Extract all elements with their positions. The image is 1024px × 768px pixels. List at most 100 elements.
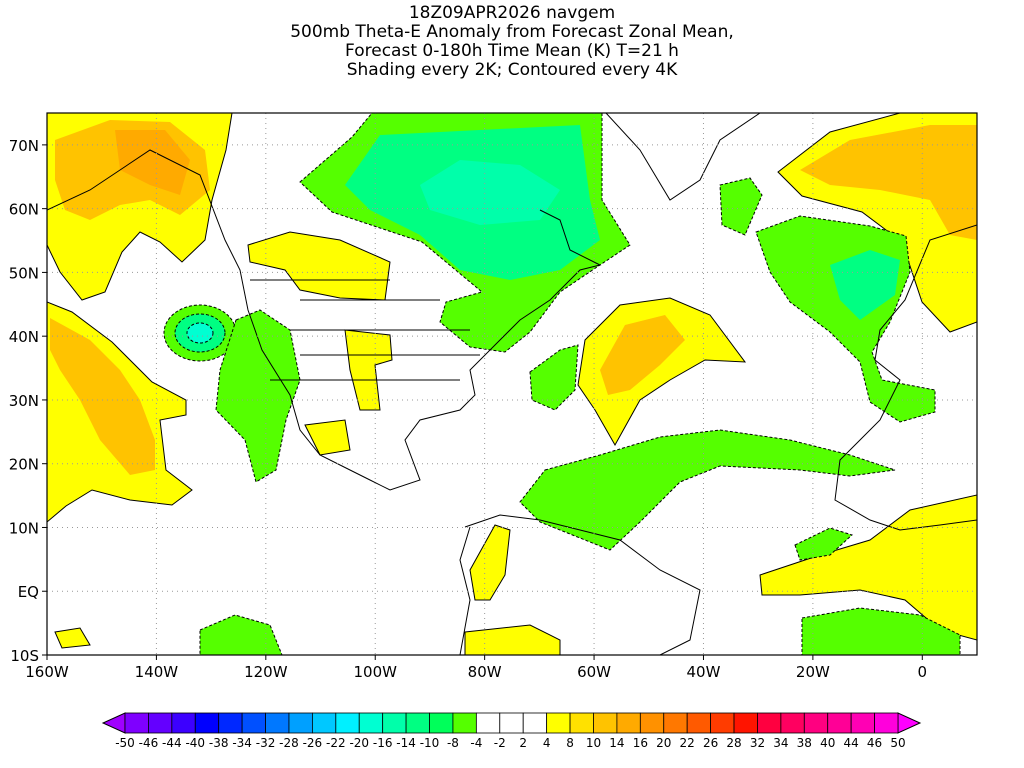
- colorbar-box: [124, 712, 149, 734]
- colorbar-box: [288, 712, 313, 734]
- colorbar-label: -28: [279, 736, 299, 750]
- colorbar-label: -46: [139, 736, 159, 750]
- colorbar-label: 10: [586, 736, 601, 750]
- colorbar-label: -4: [470, 736, 482, 750]
- colorbar-label: -22: [326, 736, 346, 750]
- colorbar-box: [265, 712, 290, 734]
- anomaly-negative-region: [794, 527, 853, 561]
- anomaly-positive-region: [304, 419, 351, 456]
- colorbar-box: [522, 712, 548, 734]
- colorbar-box: [639, 712, 665, 734]
- colorbar-label: -2: [494, 736, 506, 750]
- colorbar-box: [733, 712, 758, 734]
- colorbar-label: -16: [373, 736, 393, 750]
- anomaly-positive-region: [115, 130, 190, 195]
- lon-tick-label: 160W: [25, 663, 69, 681]
- colorbar-label: 14: [609, 736, 624, 750]
- colorbar-label: 34: [773, 736, 788, 750]
- colorbar-label: 38: [797, 736, 812, 750]
- colorbar-label: -44: [162, 736, 182, 750]
- colorbar-label: -32: [256, 736, 276, 750]
- colorbar-box: [475, 712, 501, 734]
- coastlines: [47, 113, 977, 655]
- lat-tick-label: 70N: [9, 137, 39, 155]
- colorbar-label: 50: [890, 736, 905, 750]
- anomaly-negative-region: [420, 160, 560, 225]
- lat-tick-label: 20N: [9, 456, 39, 474]
- colorbar-box: [757, 712, 782, 734]
- colorbar-label: -26: [303, 736, 323, 750]
- colorbar-label: 26: [703, 736, 718, 750]
- colorbar-box: [405, 712, 430, 734]
- colorbar-label: -40: [185, 736, 205, 750]
- colorbar-label: 2: [519, 736, 527, 750]
- colorbar-label: 32: [750, 736, 765, 750]
- lat-tick-label: 10S: [10, 647, 39, 665]
- colorbar-label: -50: [115, 736, 135, 750]
- title-line-3: Forecast 0-180h Time Mean (K) T=21 h: [345, 41, 679, 61]
- anomaly-positive-region: [464, 624, 561, 655]
- anomaly-negative-region: [529, 344, 579, 411]
- anomaly-positive-region: [54, 627, 91, 649]
- lon-tick-label: 60W: [577, 663, 611, 681]
- lat-tick-label: 10N: [9, 519, 39, 537]
- anomaly-positive-region: [800, 125, 977, 240]
- colorbar-box: [335, 712, 360, 734]
- colorbar-box: [686, 712, 712, 734]
- lat-tick-label: 40N: [9, 328, 39, 346]
- colorbar-label: 22: [680, 736, 695, 750]
- anomaly-negative-region: [199, 614, 283, 655]
- anomaly-negative-region: [519, 429, 896, 551]
- title-line-2: 500mb Theta-E Anomaly from Forecast Zona…: [290, 22, 734, 42]
- lon-tick-label: 0: [918, 663, 928, 681]
- colorbar-low-triangle: [101, 712, 126, 734]
- colorbar-label: -8: [447, 736, 459, 750]
- colorbar-box: [171, 712, 196, 734]
- colorbar-label: 4: [543, 736, 551, 750]
- colorbar-label: 8: [566, 736, 574, 750]
- anomaly-negative-region: [830, 250, 900, 320]
- colorbar-label: 46: [867, 736, 882, 750]
- colorbar-box: [874, 712, 899, 734]
- anomaly-negative-region: [801, 607, 961, 655]
- colorbar-box: [148, 712, 173, 734]
- colorbar-label: -34: [232, 736, 252, 750]
- colorbar-box: [241, 712, 266, 734]
- colorbar-label: -10: [420, 736, 440, 750]
- title-line-1: 18Z09APR2026 navgem: [408, 3, 616, 23]
- colorbar: -50 -46 -44 -40 -38 -34 -32 -28 -26 -22 -20 -16 -14-…: [101, 712, 922, 750]
- gridlines: [47, 113, 977, 655]
- anomaly-positive-region: [600, 315, 685, 395]
- anomaly-shading: [47, 113, 977, 655]
- colorbar-box: [218, 712, 243, 734]
- colorbar-label: 20: [656, 736, 671, 750]
- colorbar-label: 16: [633, 736, 648, 750]
- colorbar-box: [593, 712, 618, 734]
- colorbar-box: [616, 712, 641, 734]
- colorbar-box: [429, 712, 454, 734]
- anomaly-positive-region: [50, 318, 155, 475]
- lon-tick-label: 140W: [135, 663, 179, 681]
- lon-tick-label: 20W: [796, 663, 830, 681]
- lat-tick-label: 60N: [9, 201, 39, 219]
- colorbar-label: 40: [820, 736, 835, 750]
- lat-tick-label: 30N: [9, 392, 39, 410]
- colorbar-box: [311, 712, 337, 734]
- colorbar-box: [803, 712, 829, 734]
- axis-ticks: 160W 140W 120W 100W 80W 60W 40W 20W 0 10S EQ 10N 20N…: [9, 137, 927, 681]
- lon-tick-label: 100W: [354, 663, 398, 681]
- colorbar-label: 28: [726, 736, 741, 750]
- anomaly-positive-region: [247, 231, 391, 301]
- lon-tick-label: 80W: [468, 663, 502, 681]
- colorbar-label: -20: [349, 736, 369, 750]
- anomaly-negative-region: [215, 309, 301, 483]
- colorbar-box: [499, 712, 524, 734]
- anomaly-positive-region: [344, 329, 393, 411]
- colorbar-box: [546, 712, 571, 734]
- lat-tick-label: EQ: [18, 583, 39, 601]
- colorbar-box: [569, 712, 594, 734]
- plot-frame: [46, 112, 978, 656]
- lat-tick-label: 50N: [9, 264, 39, 282]
- colorbar-box: [382, 712, 407, 734]
